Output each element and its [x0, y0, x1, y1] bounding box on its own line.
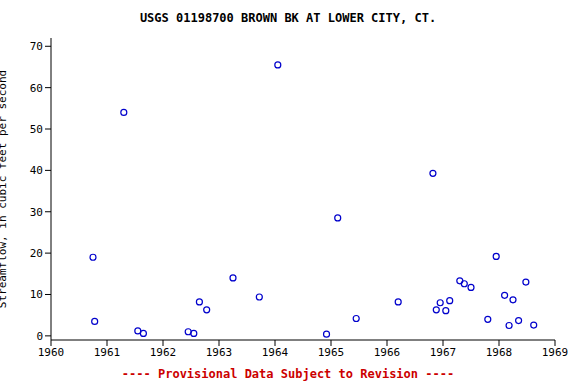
svg-text:50: 50 [30, 123, 43, 136]
svg-text:1967: 1967 [430, 346, 457, 359]
svg-text:40: 40 [30, 164, 43, 177]
svg-text:1960: 1960 [38, 346, 65, 359]
svg-text:1962: 1962 [150, 346, 177, 359]
svg-text:20: 20 [30, 247, 43, 260]
html-text:USGS 01198700 BROWN BK AT LOWE: USGS 01198700 BROWN BK AT LOWER CITY, CT… [139, 11, 437, 25]
svg-text:1963: 1963 [206, 346, 233, 359]
svg-text:1964: 1964 [262, 346, 289, 359]
svg-text:60: 60 [30, 82, 43, 95]
svg-text:1968: 1968 [486, 346, 513, 359]
svg-text:70: 70 [30, 40, 43, 53]
html-text:---- Provisional Data Subject: ---- Provisional Data Subject to Revisio… [121, 367, 455, 381]
svg-text:30: 30 [30, 206, 43, 219]
svg-text:1965: 1965 [318, 346, 345, 359]
svg-text:1961: 1961 [94, 346, 121, 359]
svg-text:Streamflow, in cubic feet per: Streamflow, in cubic feet per second [8, 70, 9, 308]
svg-text:10: 10 [30, 288, 43, 301]
svg-text:1966: 1966 [374, 346, 401, 359]
svg-text:0: 0 [36, 330, 43, 343]
svg-text:1969: 1969 [542, 346, 568, 359]
